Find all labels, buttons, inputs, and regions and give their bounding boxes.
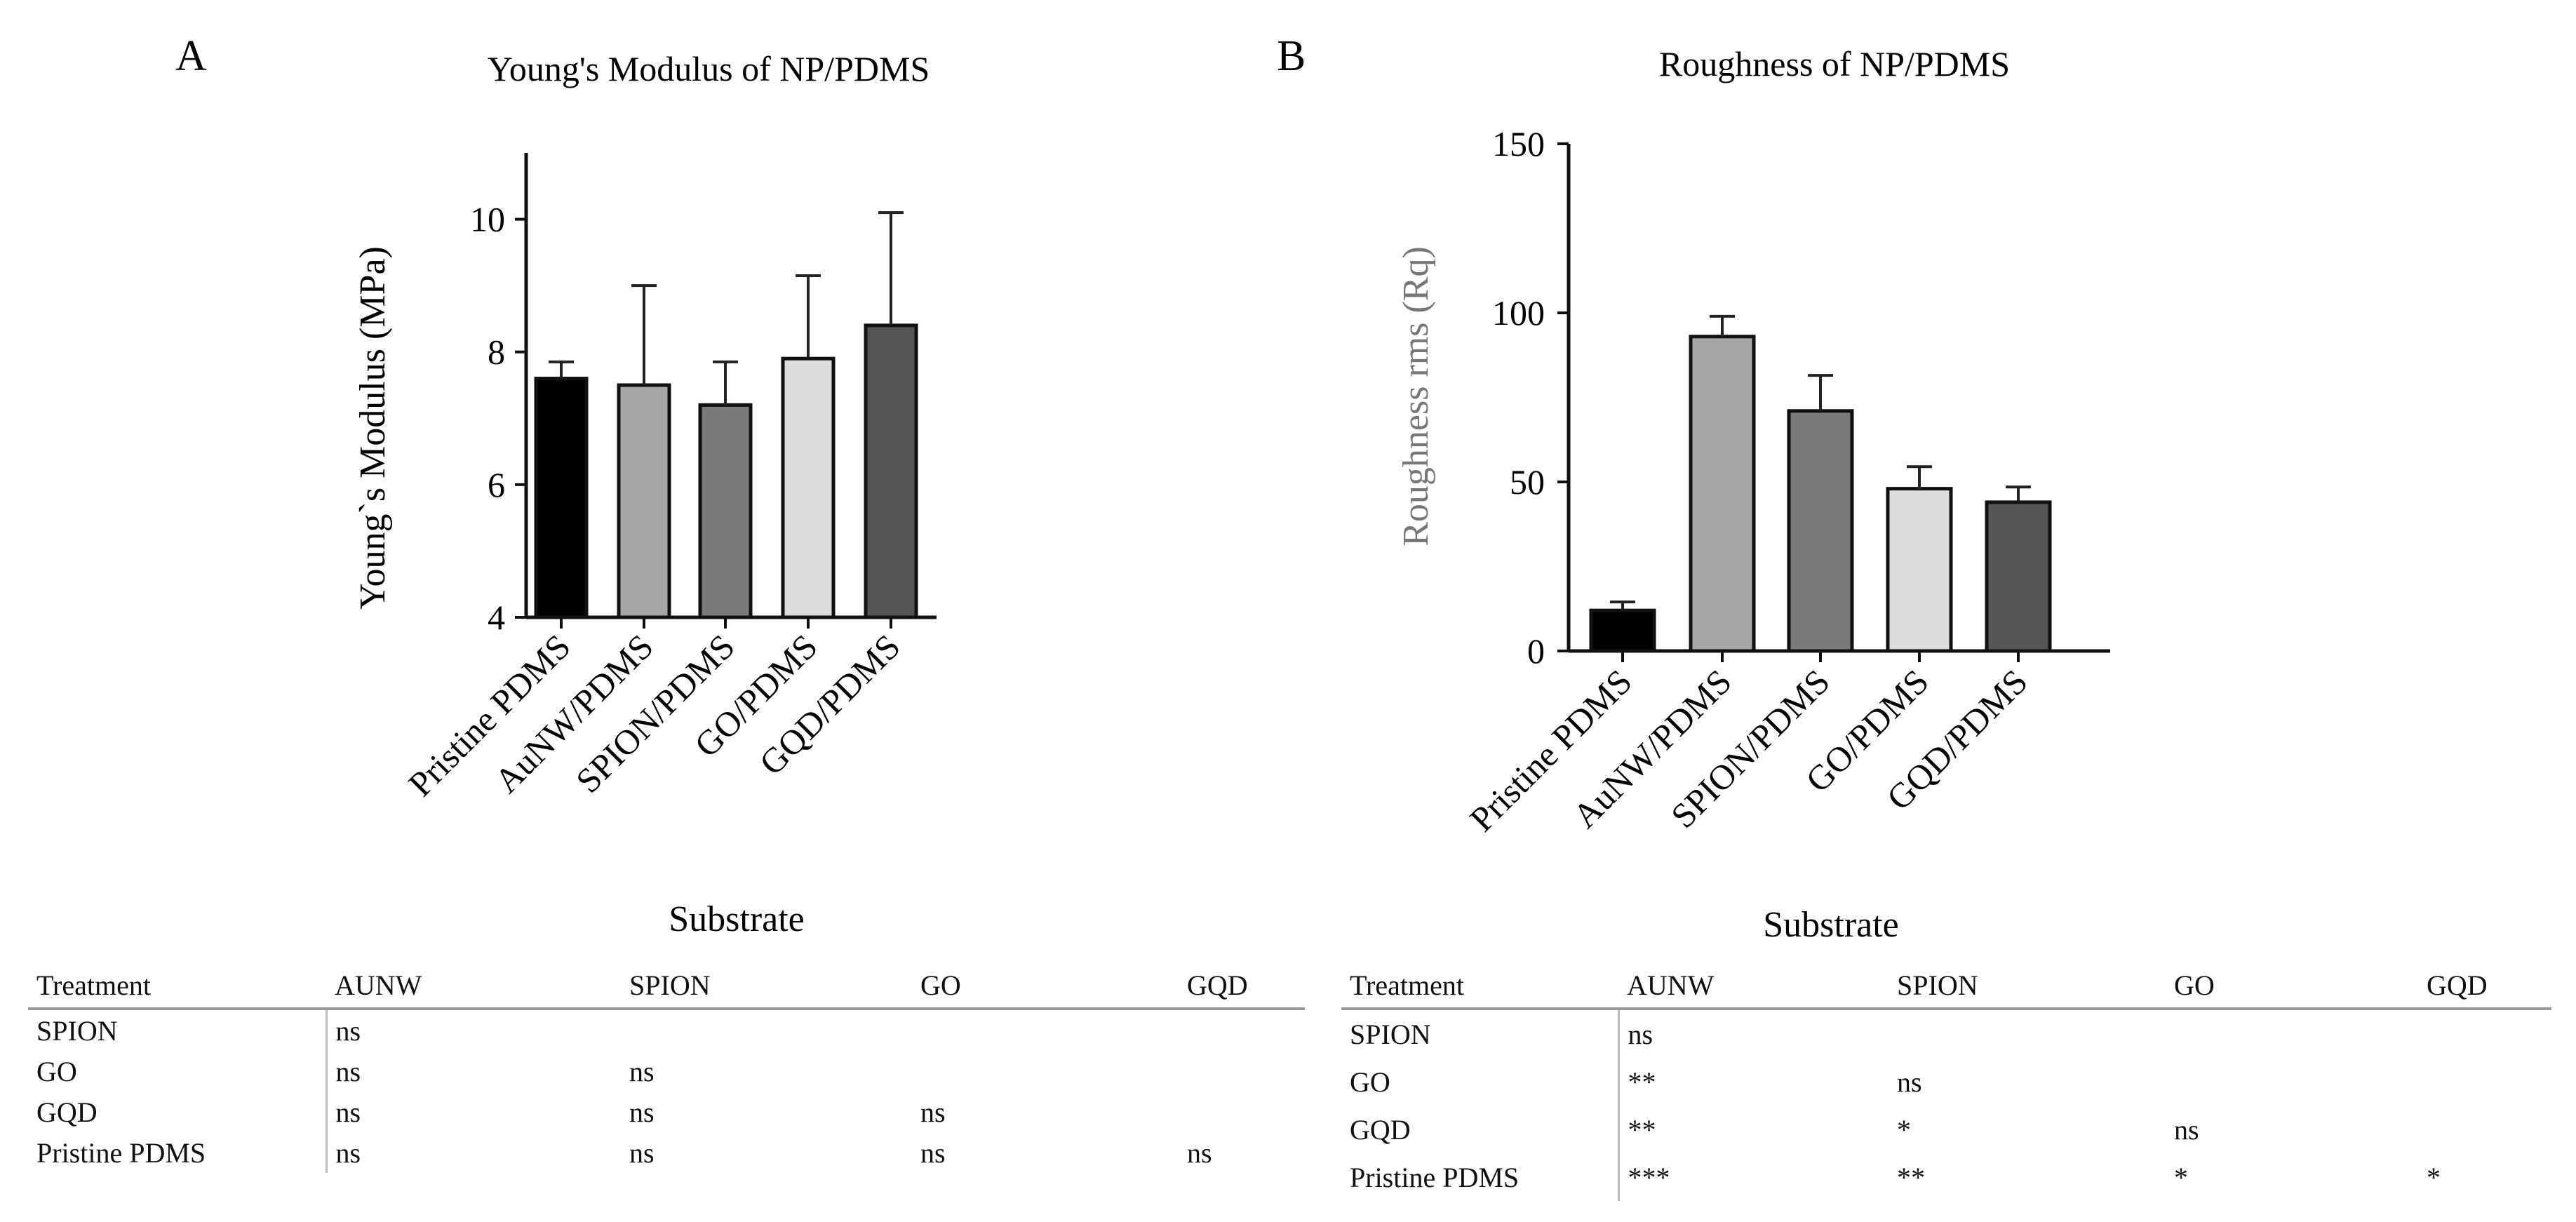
table-cell: ns [2174, 1113, 2199, 1146]
table-row-label: GO [28, 1051, 328, 1092]
table-row-label: GQD [28, 1092, 328, 1132]
panel-a-x-axis-title: Substrate [669, 899, 805, 939]
table-cell: ns [920, 1096, 946, 1128]
panel-b-bar [1985, 500, 2052, 653]
table-cell: ns [335, 1096, 361, 1128]
panel-b-y-axis-title: Roughness rms (Rq) [1396, 246, 1436, 546]
panel-a-title: Young's Modulus of NP/PDMS [488, 49, 930, 88]
table-cell [1179, 1009, 1305, 1051]
table-cell: ns [335, 1014, 361, 1047]
panel-b-category-labels: Pristine PDMSAuNW/PDMSSPION/PDMSGO/PDMSG… [1462, 651, 2035, 839]
table-row: Pristine PDMS *** ** * * [1341, 1153, 2551, 1201]
table-cell: ns [629, 1055, 655, 1087]
table-header-cell: Treatment [28, 967, 326, 1010]
panel-a-y-tick-label: 4 [488, 598, 505, 637]
panel-b-y-tick-label: 50 [1510, 462, 1545, 502]
table-cell: ns [335, 1136, 361, 1169]
table-header-cell: SPION [621, 967, 912, 1010]
table-header-cell: GO [2166, 967, 2418, 1010]
panel-a-y-tick-label: 8 [488, 333, 505, 372]
table-row-label: Pristine PDMS [1341, 1153, 1620, 1201]
table-header-row: Treatment AUNW SPION GO GQD [1341, 967, 2551, 1010]
table-cell [1179, 1051, 1305, 1092]
panel-b-y-tick-label: 0 [1527, 631, 1545, 671]
table-row: GQD ns ns ns [28, 1092, 1305, 1132]
panel-b-bar [1886, 487, 1953, 653]
table-row: GQD ** * ns [1341, 1106, 2551, 1153]
panel-a-stats-table: Treatment AUNW SPION GO GQD SPION ns GO ns ns GQD… [28, 967, 1305, 1173]
table-cell: ** [1897, 1161, 1925, 1193]
table-row: SPION ns [1341, 1009, 2551, 1058]
table-cell: ** [1628, 1113, 1656, 1146]
panel-b-bar [1589, 608, 1656, 653]
table-cell: ns [920, 1136, 946, 1169]
table-header-cell: GO [912, 967, 1179, 1010]
table-cell: ns [335, 1055, 361, 1087]
panel-b-letter: B [1277, 32, 1306, 80]
panel-a-bar [864, 323, 918, 619]
table-cell [2418, 1009, 2551, 1058]
table-row-label: GO [1341, 1058, 1620, 1106]
table-cell [2418, 1106, 2551, 1153]
table-cell [912, 1051, 1179, 1092]
panel-a-bar [617, 383, 671, 619]
table-cell: * [2427, 1161, 2441, 1193]
panel-b-chart: B Roughness of NP/PDMS 0 50 100 150 Pristin… [1277, 32, 2110, 945]
table-cell: ns [1187, 1136, 1212, 1169]
panel-b-y-ticks: 0 50 100 150 [1492, 124, 1569, 671]
panel-b-x-axis-title: Substrate [1763, 905, 1899, 945]
panel-b-title: Roughness of NP/PDMS [1659, 44, 2010, 83]
table-header-cell: SPION [1889, 967, 2166, 1010]
panel-b-y-tick-label: 100 [1492, 293, 1545, 333]
table-row: Pristine PDMS ns ns ns ns [28, 1132, 1305, 1173]
panel-a-y-tick-label: 6 [488, 465, 505, 504]
table-cell: ns [1897, 1066, 1922, 1098]
table-cell [621, 1009, 912, 1051]
table-row-label: SPION [1341, 1009, 1620, 1058]
panel-a-bar [534, 377, 589, 619]
table-cell [1889, 1009, 2166, 1058]
panel-b-y-tick-label: 150 [1492, 124, 1545, 163]
table-cell: ns [629, 1096, 655, 1128]
table-row-label: Pristine PDMS [28, 1132, 328, 1173]
table-row: GO ** ns [1341, 1058, 2551, 1106]
panel-a-bars [534, 211, 918, 619]
table-cell: ns [629, 1136, 655, 1169]
panel-a-bar [698, 403, 753, 619]
table-header-cell: GQD [2418, 967, 2551, 1010]
panel-a-category-labels: Pristine PDMSAuNW/PDMSSPION/PDMSGO/PDMSG… [401, 617, 908, 804]
table-row: SPION ns [28, 1009, 1305, 1051]
table-cell [2166, 1009, 2418, 1058]
table-cell [912, 1009, 1179, 1051]
table-cell: * [2174, 1161, 2188, 1193]
panel-b-bars [1589, 314, 2052, 653]
panel-b-stats-table: Treatment AUNW SPION GO GQD SPION ns GO ** ns GQD… [1341, 967, 2551, 1201]
table-header-cell: GQD [1179, 967, 1305, 1010]
table-cell: *** [1628, 1161, 1670, 1193]
table-row-label: SPION [28, 1009, 328, 1051]
table-cell [2418, 1058, 2551, 1106]
panel-a-letter: A [175, 32, 207, 80]
table-cell [1179, 1092, 1305, 1132]
table-cell [2166, 1058, 2418, 1106]
table-header-row: Treatment AUNW SPION GO GQD [28, 967, 1305, 1010]
table-cell: * [1897, 1113, 1911, 1146]
panel-a-y-ticks: 4 6 8 10 [470, 200, 526, 637]
panel-a-chart: A Young's Modulus of NP/PDMS 4 6 8 10 Prist… [175, 32, 937, 939]
panel-b-bar [1787, 409, 1854, 653]
panel-a-y-tick-label: 10 [470, 200, 505, 239]
table-row-label: GQD [1341, 1106, 1620, 1153]
panel-a-y-axis-title: Young`s Modulus (MPa) [353, 246, 393, 610]
panel-a-bar [781, 356, 836, 619]
table-header-cell: AUNW [326, 967, 621, 1010]
table-row: GO ns ns [28, 1051, 1305, 1092]
table-cell: ** [1628, 1066, 1656, 1098]
table-cell: ns [1628, 1018, 1653, 1050]
table-header-cell: AUNW [1618, 967, 1889, 1010]
panel-b-bar [1689, 335, 1756, 653]
table-header-cell: Treatment [1341, 967, 1618, 1010]
